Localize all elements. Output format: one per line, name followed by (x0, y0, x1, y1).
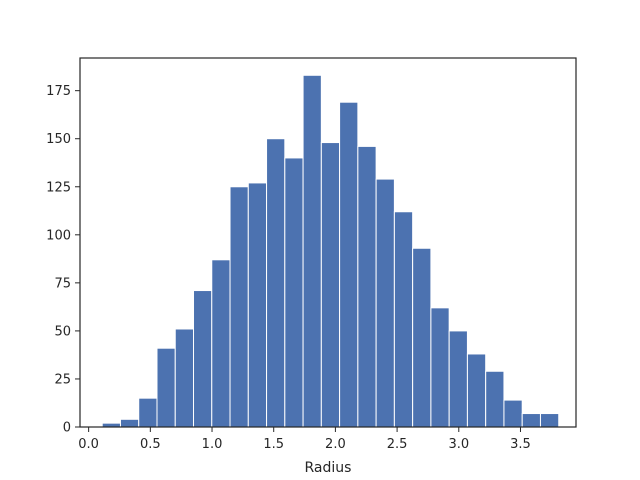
histogram-bar (266, 138, 286, 428)
histogram-bars (101, 74, 560, 428)
x-axis-label: Radius (305, 460, 352, 476)
histogram-bar (448, 330, 468, 428)
y-tick-label: 75 (54, 276, 71, 291)
x-tick-label: 0.0 (78, 437, 99, 452)
histogram-bar (521, 413, 541, 428)
histogram-bar (375, 178, 395, 428)
histogram-bar (174, 328, 195, 428)
histogram-bar (229, 186, 249, 428)
histogram-bar (156, 347, 176, 428)
x-tick-label: 2.5 (387, 437, 408, 452)
histogram-bar (503, 399, 523, 428)
histogram-bar (247, 182, 268, 428)
y-tick-label: 50 (54, 324, 71, 339)
histogram-bar (430, 307, 450, 428)
x-tick-label: 1.0 (202, 437, 223, 452)
histogram-bar (193, 290, 213, 428)
y-axis: 0 25 50 75 100 125 150 175 (46, 84, 80, 436)
histogram-bar (339, 101, 359, 428)
histogram-bar (393, 211, 414, 428)
histogram-bar (320, 142, 341, 428)
histogram-bar (485, 370, 505, 428)
x-axis: 0.0 0.5 1.0 1.5 2.0 2.5 3.0 3.5 (78, 427, 531, 452)
plot-frame (79, 57, 577, 428)
histogram-bar (302, 74, 322, 428)
x-tick-label: 0.5 (140, 437, 161, 452)
histogram-bar (119, 418, 140, 428)
histogram-bar (138, 397, 158, 428)
y-tick-label: 25 (54, 372, 71, 387)
x-tick-label: 3.0 (448, 437, 469, 452)
y-tick-label: 175 (46, 84, 71, 99)
histogram-bar (284, 157, 304, 428)
histogram-bar (211, 259, 231, 428)
y-tick-label: 125 (46, 180, 71, 195)
x-tick-label: 2.0 (325, 437, 346, 452)
histogram-bar (466, 353, 487, 428)
histogram-bar (412, 247, 432, 428)
y-tick-label: 100 (46, 228, 71, 243)
histogram-bar (357, 145, 377, 428)
y-tick-label: 0 (63, 421, 71, 436)
y-tick-label: 150 (46, 132, 71, 147)
histogram-bar (539, 413, 560, 428)
x-tick-label: 1.5 (263, 437, 284, 452)
x-tick-label: 3.5 (510, 437, 531, 452)
